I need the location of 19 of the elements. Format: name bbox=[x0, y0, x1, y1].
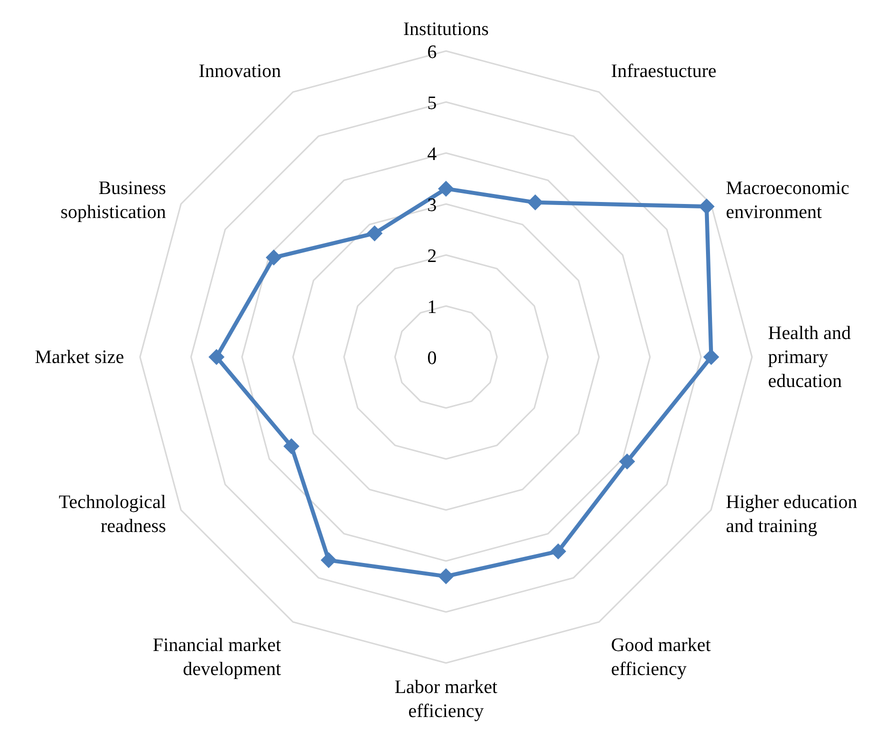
y-tick-label: 6 bbox=[427, 42, 437, 63]
spoke-label: Business sophistication bbox=[60, 178, 167, 223]
spoke-label: Technological readness bbox=[58, 492, 166, 537]
y-tick-label: 0 bbox=[427, 348, 437, 369]
spoke-label: Market size bbox=[34, 347, 124, 368]
spoke-label: Institutions bbox=[403, 19, 489, 40]
y-tick-label: 3 bbox=[427, 195, 437, 216]
y-tick-label: 5 bbox=[427, 93, 437, 114]
spoke-label: Labor market efficiency bbox=[394, 677, 498, 722]
spoke-label: Financial market development bbox=[152, 634, 282, 680]
spoke-label: Innovation bbox=[198, 61, 282, 82]
spoke-label: Good market efficiency bbox=[611, 634, 712, 680]
y-tick-label: 2 bbox=[427, 246, 437, 267]
spoke-label: Health and primary education bbox=[768, 323, 852, 392]
spoke-label: Higher education and training bbox=[726, 492, 858, 537]
spoke-label: Macroeconomic environment bbox=[726, 178, 850, 223]
y-tick-label: 1 bbox=[427, 297, 437, 318]
y-tick-label: 4 bbox=[427, 144, 438, 165]
spoke-label: Infraestucture bbox=[611, 61, 716, 82]
